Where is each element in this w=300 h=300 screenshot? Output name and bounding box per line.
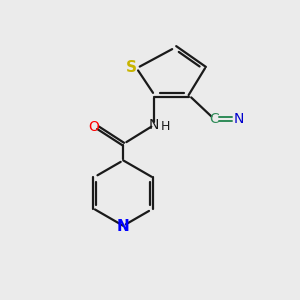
Text: N: N — [234, 112, 244, 126]
Text: N: N — [117, 219, 130, 234]
Text: N: N — [148, 118, 159, 132]
Text: C: C — [209, 112, 219, 126]
Text: O: O — [88, 120, 99, 134]
Text: S: S — [126, 60, 137, 75]
Text: H: H — [161, 120, 170, 133]
